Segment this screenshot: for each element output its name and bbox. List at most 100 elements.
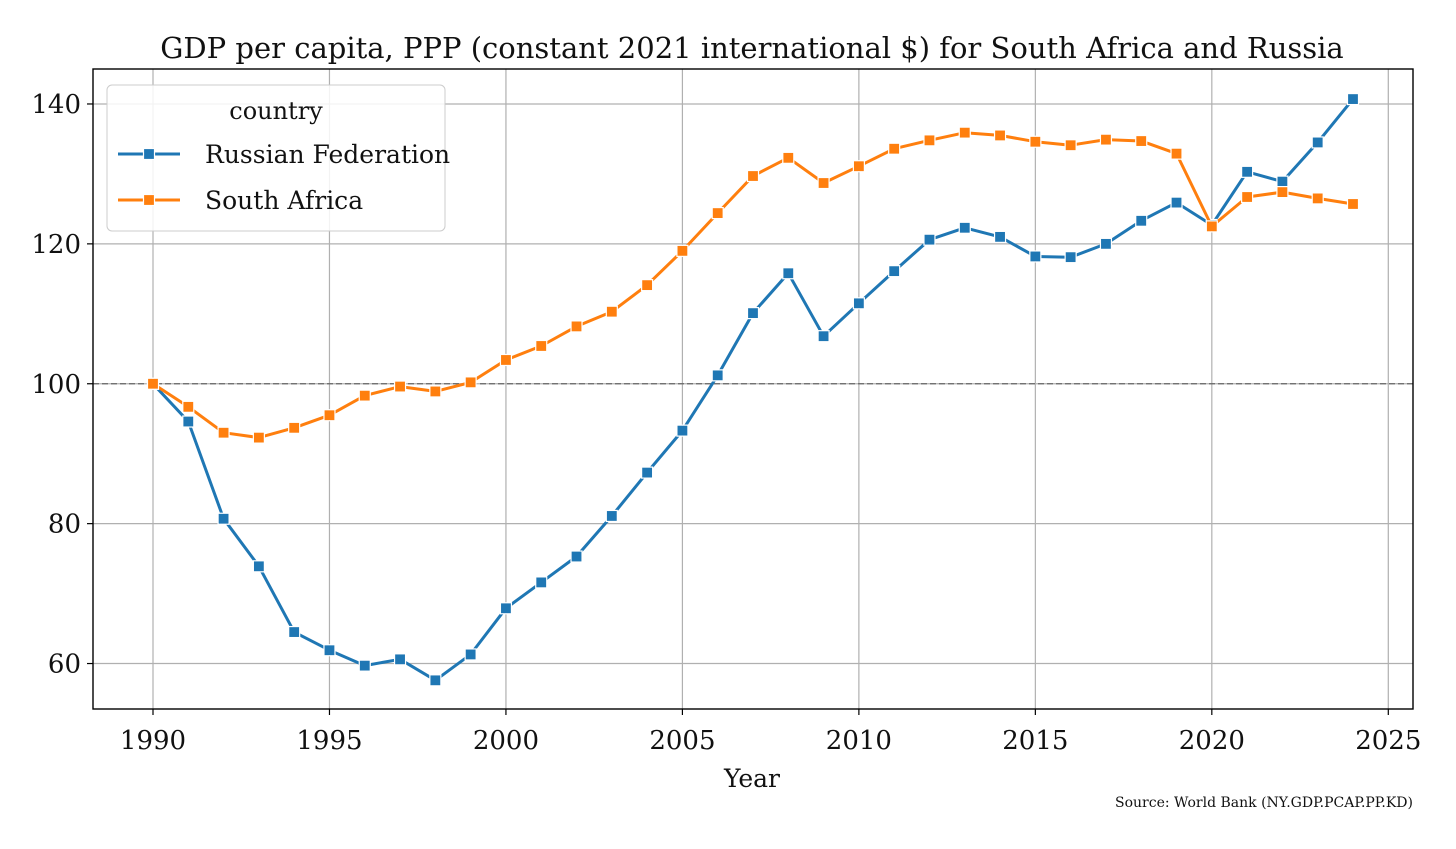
data-point-south-africa-2006 [711, 206, 724, 220]
data-point-russian-federation-2004 [641, 466, 654, 479]
data-point-south-africa-2005 [676, 244, 689, 257]
legend: country Russian Federation South Africa [106, 84, 450, 232]
data-point-russian-federation-2013 [958, 221, 971, 234]
data-point-russian-federation-2006 [711, 369, 724, 382]
data-point-south-africa-2017 [1099, 133, 1113, 146]
x-axis-label: Year [723, 764, 780, 793]
data-point-russian-federation-1995 [323, 644, 336, 657]
y-tick-label-60: 60 [48, 650, 81, 680]
series-south-africa [146, 126, 1360, 444]
data-point-russian-federation-2001 [535, 576, 548, 589]
data-point-russian-federation-2000 [499, 602, 513, 615]
x-tick-label-1990: 1990 [120, 726, 186, 756]
data-point-russian-federation-2002 [570, 550, 583, 563]
data-point-russian-federation-2019 [1170, 196, 1183, 209]
data-point-south-africa-1996 [358, 389, 371, 402]
legend-label-russian-federation: Russian Federation [205, 140, 450, 169]
data-point-south-africa-2016 [1064, 139, 1077, 152]
legend-items: Russian Federation South Africa [118, 140, 450, 215]
data-point-russian-federation-2007 [746, 307, 760, 320]
data-point-russian-federation-2015 [1029, 250, 1042, 263]
data-point-russian-federation-1996 [358, 659, 371, 672]
data-point-russian-federation-2017 [1099, 237, 1113, 250]
data-point-russian-federation-2024 [1346, 92, 1360, 106]
data-point-russian-federation-1998 [429, 674, 442, 687]
data-point-south-africa-1998 [429, 385, 442, 398]
data-point-south-africa-2012 [923, 134, 936, 147]
data-point-russian-federation-2011 [888, 265, 901, 278]
legend-title: country [229, 97, 323, 125]
data-point-south-africa-2010 [852, 160, 865, 173]
x-tick-label-2015: 2015 [1002, 726, 1068, 756]
legend-item-south-africa: South Africa [118, 186, 363, 215]
data-point-russian-federation-2018 [1135, 214, 1148, 227]
data-point-russian-federation-2005 [676, 424, 689, 437]
x-tick-label-2000: 2000 [473, 726, 539, 756]
data-point-russian-federation-1994 [288, 625, 301, 639]
data-point-south-africa-2004 [641, 279, 654, 292]
data-point-south-africa-2018 [1135, 134, 1148, 148]
series-layer [146, 92, 1360, 687]
data-point-south-africa-2015 [1029, 135, 1042, 148]
x-tick-label-2025: 2025 [1355, 726, 1421, 756]
data-point-russian-federation-1999 [464, 648, 477, 661]
data-point-south-africa-2019 [1170, 147, 1183, 160]
data-point-south-africa-2009 [817, 176, 830, 190]
data-point-south-africa-1997 [393, 380, 407, 393]
data-point-russian-federation-1997 [393, 653, 407, 666]
x-tick-label-2005: 2005 [649, 726, 715, 756]
y-tick-label-80: 80 [48, 510, 81, 540]
data-point-south-africa-2024 [1346, 197, 1360, 211]
y-tick-label-100: 100 [31, 370, 81, 400]
data-point-russian-federation-2003 [605, 509, 618, 523]
legend-label-south-africa: South Africa [205, 186, 363, 215]
data-point-russian-federation-2012 [923, 233, 936, 246]
legend-box [106, 84, 446, 232]
data-point-south-africa-1993 [252, 431, 265, 444]
data-point-south-africa-1990 [146, 377, 160, 390]
x-tick-label-2010: 2010 [826, 726, 892, 756]
y-tick-label-140: 140 [31, 90, 81, 120]
data-point-russian-federation-1991 [182, 415, 195, 428]
y-axis-ticks: 60 80 100 120 140 [31, 90, 93, 680]
data-point-russian-federation-2010 [852, 297, 865, 310]
data-point-russian-federation-2014 [993, 230, 1007, 243]
data-point-south-africa-1992 [217, 426, 230, 439]
data-point-russian-federation-2023 [1311, 136, 1324, 149]
data-point-russian-federation-2008 [782, 267, 795, 280]
data-point-south-africa-2003 [605, 305, 618, 318]
data-point-south-africa-2007 [746, 169, 760, 183]
x-axis-ticks: 1990 1995 2000 2005 2010 2015 2020 2025 [120, 709, 1421, 756]
data-point-russian-federation-2021 [1241, 165, 1254, 178]
data-point-south-africa-2011 [888, 142, 901, 155]
data-point-south-africa-1995 [323, 409, 336, 422]
source-note: Source: World Bank (NY.GDP.PCAP.PP.KD) [1115, 795, 1413, 811]
plot-frame [92, 68, 1414, 710]
data-point-russian-federation-1992 [217, 512, 230, 525]
data-point-russian-federation-1993 [252, 560, 265, 573]
data-point-south-africa-1991 [182, 400, 195, 413]
data-point-south-africa-2013 [958, 126, 971, 139]
data-point-south-africa-2020 [1205, 220, 1218, 233]
data-point-south-africa-1994 [288, 421, 301, 434]
data-point-south-africa-2002 [570, 320, 583, 333]
data-point-south-africa-2021 [1241, 190, 1254, 204]
data-point-south-africa-2022 [1276, 186, 1289, 199]
chart-title: GDP per capita, PPP (constant 2021 inter… [160, 31, 1343, 65]
data-point-south-africa-2023 [1311, 192, 1324, 205]
data-point-south-africa-1999 [464, 376, 477, 389]
data-point-south-africa-2014 [993, 129, 1007, 142]
legend-marker-south-africa [142, 193, 156, 207]
legend-marker-russian-federation [142, 147, 156, 161]
data-point-south-africa-2001 [535, 339, 548, 353]
data-point-russian-federation-2009 [817, 330, 830, 343]
data-point-south-africa-2008 [782, 151, 795, 164]
x-tick-label-1995: 1995 [296, 726, 362, 756]
y-tick-label-120: 120 [31, 230, 81, 260]
data-point-russian-federation-2016 [1064, 251, 1077, 264]
data-point-russian-federation-2022 [1276, 175, 1289, 188]
x-tick-label-2020: 2020 [1179, 726, 1245, 756]
legend-item-russian-federation: Russian Federation [118, 140, 450, 169]
data-point-south-africa-2000 [499, 353, 513, 367]
